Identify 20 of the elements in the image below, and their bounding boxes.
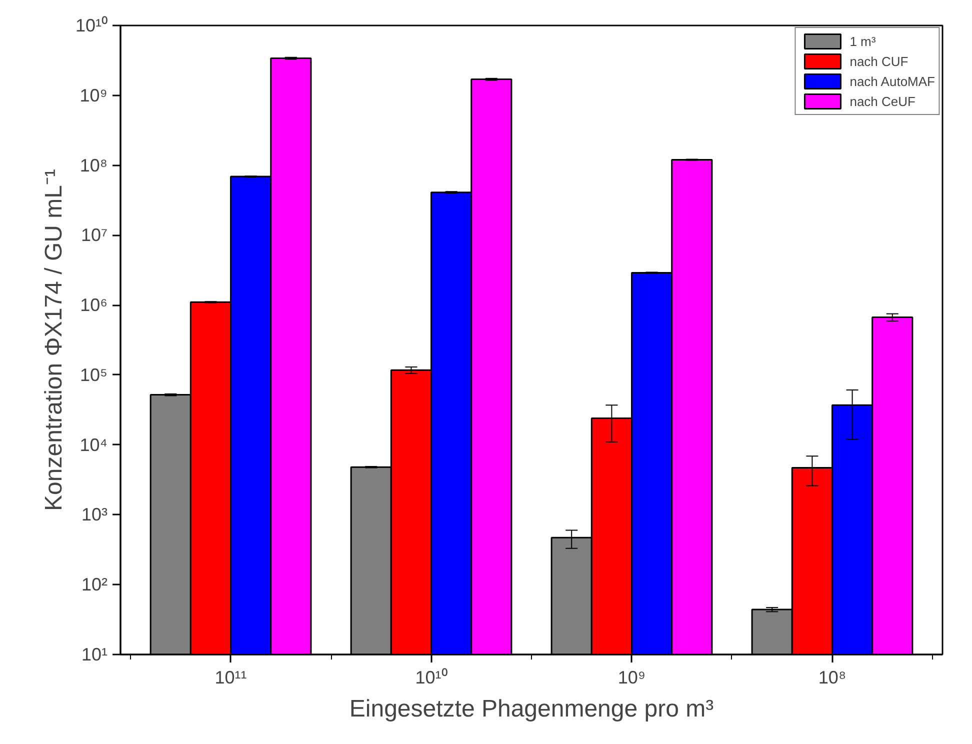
- y-tick-label: 10²: [81, 574, 108, 595]
- x-tick-label: 10¹¹: [214, 668, 247, 688]
- y-tick-label: 10³: [81, 504, 108, 525]
- legend-label: 1 m³: [850, 32, 876, 50]
- legend-label: nach CeUF: [850, 92, 916, 110]
- y-tick-label: 10⁸: [80, 155, 108, 176]
- y-tick-label: 10⁵: [80, 364, 108, 385]
- y-tick-label: 10¹⁰: [75, 16, 108, 36]
- y-tick-label: 10⁹: [80, 85, 108, 106]
- legend-label: nach CUF: [850, 52, 908, 70]
- x-axis-title: Eingesetzte Phagenmenge pro m³: [349, 696, 714, 722]
- x-tick-label: 10⁹: [618, 668, 646, 688]
- y-axis-title: Konzentration ΦX174 / GU mL⁻¹: [40, 169, 68, 511]
- legend-label: nach AutoMAF: [850, 72, 935, 90]
- y-tick-label: 10⁶: [80, 295, 108, 316]
- x-tick-label: 10⁸: [818, 668, 846, 688]
- y-tick-label: 10⁷: [80, 225, 108, 246]
- y-tick-label: 10⁴: [80, 434, 108, 455]
- y-tick-label: 10¹: [81, 644, 108, 664]
- x-tick-label: 10¹⁰: [415, 668, 448, 688]
